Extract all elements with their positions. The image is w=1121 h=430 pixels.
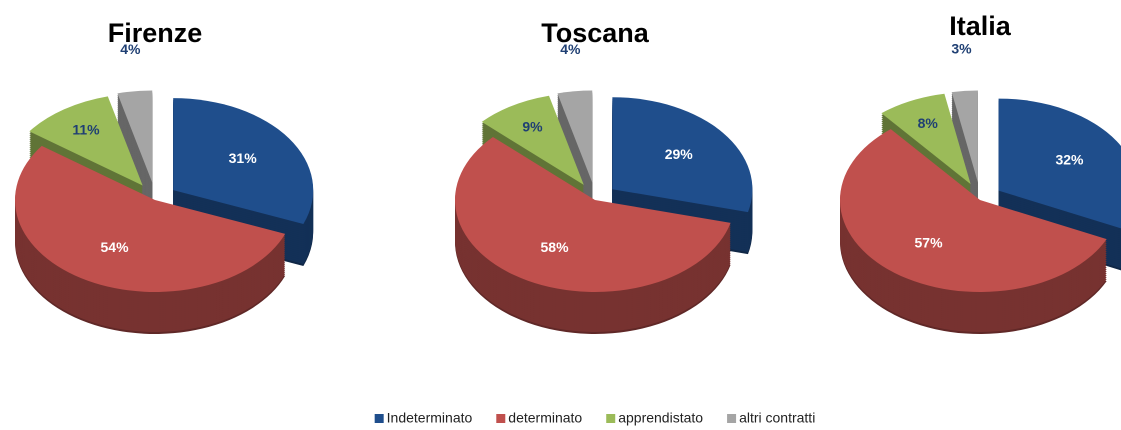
chart-title: Toscana <box>541 18 650 48</box>
data-label: 31% <box>229 150 258 166</box>
data-label: 54% <box>101 239 130 255</box>
legend-label: determinato <box>508 410 582 426</box>
data-label: 8% <box>918 115 939 131</box>
legend-swatch <box>606 414 616 423</box>
slice <box>840 129 1107 292</box>
slice <box>173 98 314 224</box>
slice <box>557 90 593 183</box>
slice <box>29 96 143 186</box>
data-label: 9% <box>522 119 543 135</box>
data-label: 4% <box>120 41 141 57</box>
data-label: 4% <box>560 41 581 57</box>
chart-title: Firenze <box>108 18 203 48</box>
legend-swatch <box>496 414 506 423</box>
slice <box>481 95 584 185</box>
slice <box>117 90 153 183</box>
data-label: 57% <box>915 234 944 250</box>
legend-swatch <box>374 414 384 423</box>
slice <box>612 97 753 213</box>
slice <box>15 145 286 292</box>
slice <box>951 90 978 183</box>
legend-label: altri contratti <box>739 410 815 426</box>
data-label: 58% <box>541 239 570 255</box>
data-label: 29% <box>665 146 694 162</box>
data-label: 32% <box>1055 152 1084 168</box>
data-label: 3% <box>951 41 972 57</box>
legend-label: apprendistato <box>618 410 703 426</box>
legend-swatch <box>727 414 737 423</box>
data-label: 11% <box>72 121 100 137</box>
chart-title: Italia <box>949 11 1012 41</box>
slice <box>455 137 731 292</box>
slice <box>998 98 1121 229</box>
slice <box>881 93 971 185</box>
legend-label: Indeterminato <box>387 410 473 426</box>
